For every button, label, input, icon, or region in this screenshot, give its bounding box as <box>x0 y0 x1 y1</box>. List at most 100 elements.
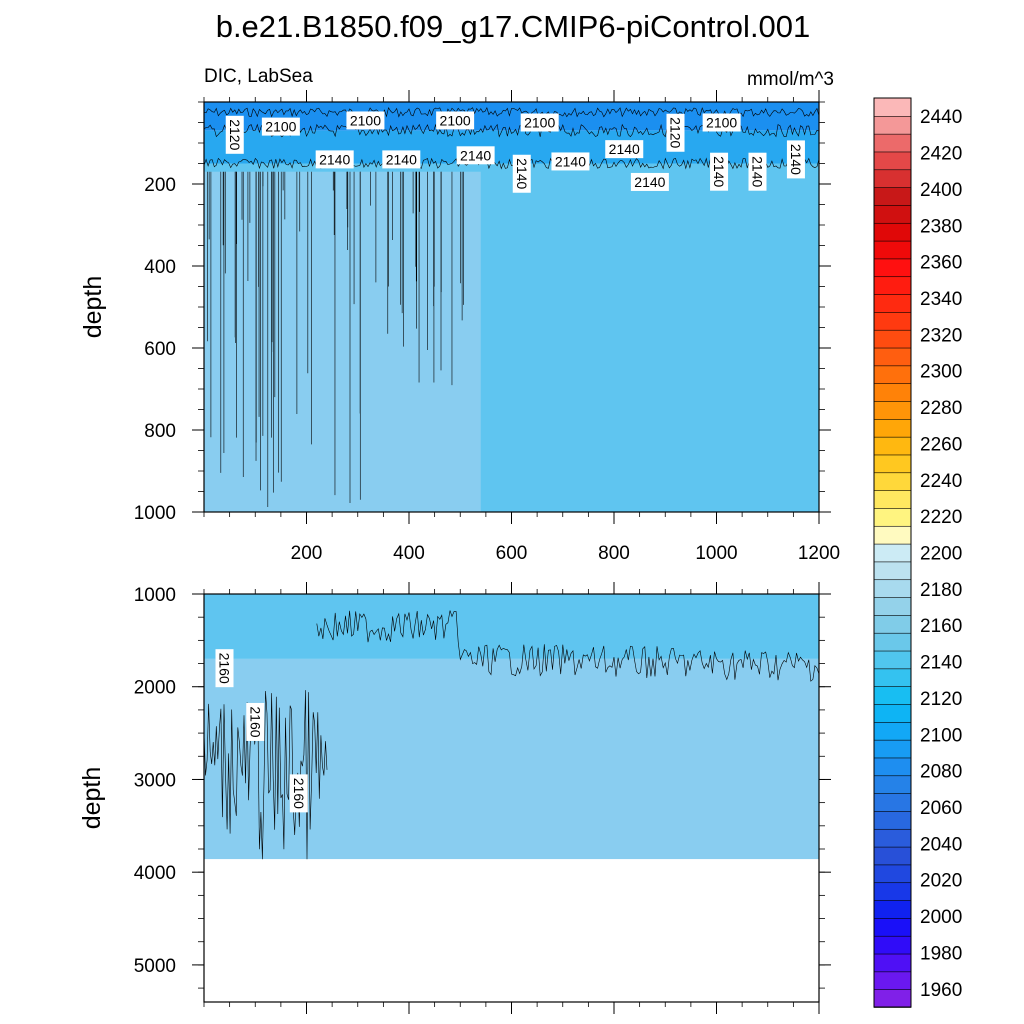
contour-fill-missing <box>204 859 819 1002</box>
colorbar-swatch <box>873 917 912 937</box>
colorbar-swatch <box>873 97 912 117</box>
contour-label-text: 2140 <box>555 153 586 169</box>
colorbar-swatch <box>873 881 912 901</box>
colorbar-swatch <box>873 988 912 1008</box>
colorbar-swatch <box>873 774 912 794</box>
contour-label: 2140 <box>512 154 531 193</box>
colorbar-swatch <box>873 703 912 723</box>
contour-label-text: 2100 <box>350 112 381 128</box>
colorbar-swatch <box>873 204 912 224</box>
x-tick-label: 400 <box>393 543 425 564</box>
colorbar-swatch <box>873 685 912 705</box>
colorbar-swatch <box>873 400 912 420</box>
contour-label-text: 2140 <box>319 151 350 167</box>
contour-label-text: 2160 <box>217 653 233 684</box>
colorbar: 1960 1980 2000 2020 2040 2060 2080 2100 2120 2140… <box>873 97 962 1008</box>
colorbar-swatch <box>873 168 912 188</box>
colorbar-tick-label: 2280 <box>920 398 962 419</box>
contour-label-text: 2140 <box>750 156 766 187</box>
y-tick-label: 4000 <box>134 863 176 884</box>
contour-label: 2140 <box>315 150 354 169</box>
colorbar-swatch <box>873 721 912 741</box>
colorbar-swatch <box>873 507 912 527</box>
colorbar-tick-label: 2140 <box>920 653 962 674</box>
colorbar-swatch <box>873 614 912 634</box>
contour-label-text: 2140 <box>460 147 491 163</box>
y-tick-label: 1000 <box>134 585 176 606</box>
colorbar-swatch <box>873 293 912 313</box>
colorbar-tick-label: 2120 <box>920 689 962 710</box>
colorbar-swatch <box>873 632 912 652</box>
y-tick-label: 200 <box>144 175 176 196</box>
colorbar-tick-label: 2020 <box>920 871 962 892</box>
contour-fill-2140-2150 <box>204 594 819 659</box>
colorbar-swatch <box>873 971 912 990</box>
colorbar-swatch <box>873 739 912 759</box>
contour-label-box <box>748 152 767 191</box>
colorbar-swatch <box>873 151 912 171</box>
colorbar-swatch <box>873 525 912 545</box>
y-tick-label: 600 <box>144 339 176 360</box>
colorbar-swatch <box>873 222 912 242</box>
colorbar-swatch <box>873 650 912 670</box>
colorbar-tick-label: 2040 <box>920 834 962 855</box>
colorbar-swatch <box>873 365 912 384</box>
colorbar-swatch <box>873 757 912 777</box>
colorbar-tick-label: 2320 <box>920 325 962 346</box>
colorbar-swatch <box>873 899 912 919</box>
lower-panel: 2160 2160 2160 1000 2000 3000 4000 5000 <box>134 582 831 1014</box>
chart-title: b.e21.B1850.f09_g17.CMIP6-piControl.001 <box>216 9 811 44</box>
contour-label-box <box>456 146 495 165</box>
colorbar-swatch <box>873 311 912 331</box>
contour-label-text: 2120 <box>668 117 684 148</box>
contour-label: 2140 <box>748 152 767 191</box>
colorbar-swatch <box>873 240 912 260</box>
contour-label-box <box>289 774 308 813</box>
colorbar-tick-label: 2340 <box>920 289 962 310</box>
contour-label-text: 2140 <box>634 174 665 190</box>
contour-label-text: 2140 <box>788 144 804 175</box>
contour-label: 2160 <box>215 649 234 688</box>
contour-label: 2140 <box>551 152 590 171</box>
contour-label-box <box>261 117 300 136</box>
colorbar-tick-label: 1980 <box>920 943 962 964</box>
lower-ylabel: depth <box>78 767 106 830</box>
colorbar-swatch <box>873 471 912 491</box>
colorbar-swatch <box>873 489 912 509</box>
contour-label-text: 2160 <box>247 706 263 737</box>
colorbar-tick-label: 2360 <box>920 253 962 274</box>
colorbar-swatch <box>873 115 912 135</box>
contour-line <box>203 107 820 118</box>
colorbar-swatch <box>873 828 912 848</box>
contour-label-box <box>666 113 685 152</box>
y-tick-label: 800 <box>144 421 176 442</box>
contour-label-box <box>630 172 669 191</box>
y-tick-label: 2000 <box>134 678 176 699</box>
colorbar-swatch <box>873 596 912 616</box>
contour-label-box <box>436 111 475 130</box>
contour-line <box>316 610 820 682</box>
x-tick-label: 200 <box>291 543 323 564</box>
colorbar-tick-label: 2200 <box>920 544 962 565</box>
contour-label: 2140 <box>382 150 421 169</box>
colorbar-tick-label: 2380 <box>920 216 962 237</box>
upper-panel: 2120 2100 2100 2100 2100 2120 2100 2140 2140 2140… <box>134 90 840 564</box>
contour-label-box <box>246 702 265 741</box>
colorbar-swatch <box>873 418 912 438</box>
colorbar-swatch <box>873 347 912 367</box>
y-tick-label: 5000 <box>134 956 176 977</box>
y-tick-label: 3000 <box>134 770 176 791</box>
contour-label: 2100 <box>702 113 741 132</box>
contour-label-text: 2140 <box>609 141 640 157</box>
contour-label-text: 2100 <box>265 119 296 135</box>
colorbar-tick-label: 2400 <box>920 180 962 201</box>
contour-label-box <box>551 152 590 171</box>
contour-label-box <box>225 115 244 154</box>
contour-label-box <box>605 140 644 159</box>
upper-ylabel: depth <box>79 276 107 339</box>
colorbar-tick-label: 2160 <box>920 616 962 637</box>
contour-label: 2100 <box>346 111 385 130</box>
colorbar-swatch <box>873 436 912 456</box>
contour-label-text: 2120 <box>227 119 243 150</box>
